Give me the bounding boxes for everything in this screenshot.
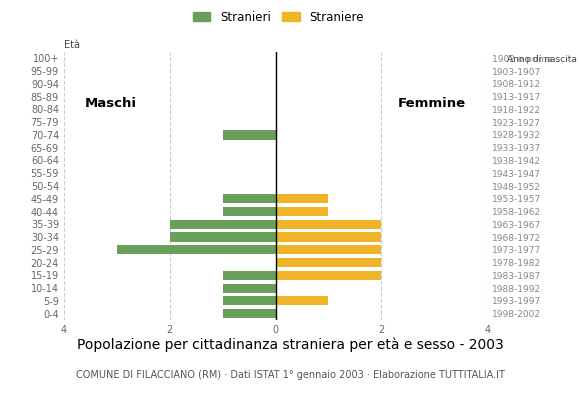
Bar	[276, 194, 328, 203]
Bar	[223, 296, 276, 306]
Bar	[117, 245, 276, 254]
Text: Popolazione per cittadinanza straniera per età e sesso - 2003: Popolazione per cittadinanza straniera p…	[77, 338, 503, 352]
Bar	[223, 194, 276, 203]
Bar	[223, 130, 276, 140]
Bar	[276, 258, 382, 267]
Bar	[276, 220, 382, 229]
Text: Anno di nascita: Anno di nascita	[508, 55, 577, 64]
Text: Maschi: Maschi	[85, 96, 137, 110]
Bar	[276, 232, 382, 242]
Bar	[276, 207, 328, 216]
Bar	[276, 245, 382, 254]
Text: COMUNE DI FILACCIANO (RM) · Dati ISTAT 1° gennaio 2003 · Elaborazione TUTTITALIA: COMUNE DI FILACCIANO (RM) · Dati ISTAT 1…	[75, 370, 505, 380]
Bar	[276, 296, 328, 306]
Bar	[276, 271, 382, 280]
Bar	[169, 232, 276, 242]
Bar	[223, 284, 276, 293]
Legend: Stranieri, Straniere: Stranieri, Straniere	[188, 6, 369, 28]
Bar	[223, 207, 276, 216]
Bar	[223, 271, 276, 280]
Bar	[169, 220, 276, 229]
Bar	[223, 309, 276, 318]
Text: Età: Età	[64, 40, 80, 50]
Text: Femmine: Femmine	[398, 96, 466, 110]
